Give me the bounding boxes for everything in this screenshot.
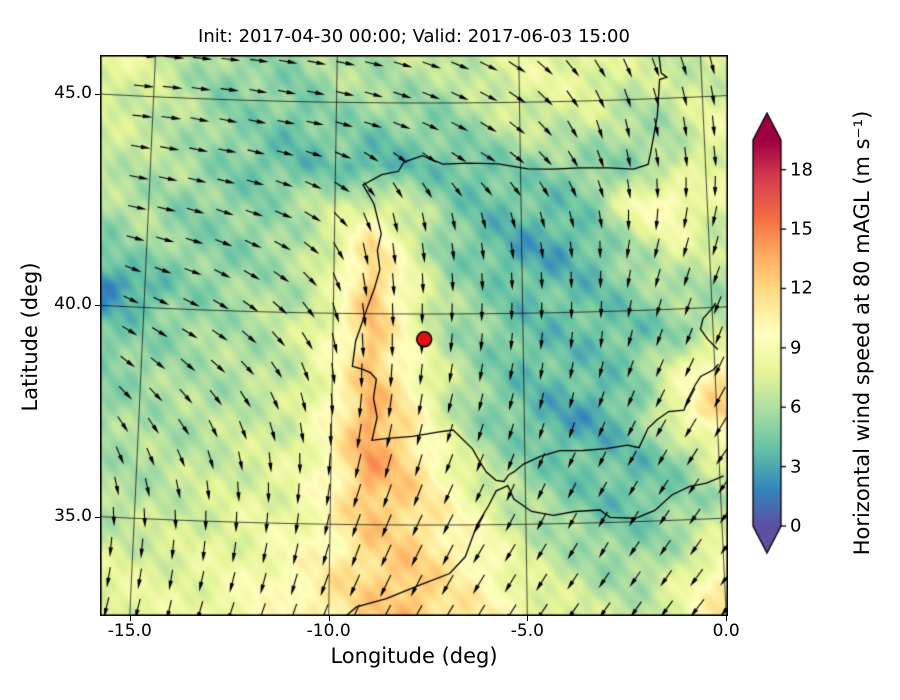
colorbar-tick-label: 0 xyxy=(790,515,802,537)
colorbar-tick-label: 12 xyxy=(790,277,813,299)
y-tick-label: 45.0 xyxy=(54,83,92,103)
colorbar-tick-label: 18 xyxy=(790,159,813,181)
map-plot-canvas xyxy=(100,55,728,616)
x-tick-label: 0.0 xyxy=(712,621,740,641)
x-tick-mark xyxy=(527,616,529,621)
colorbar-label: Horizontal wind speed at 80 mAGL (m s⁻¹) xyxy=(850,110,874,556)
x-tick-label: -10.0 xyxy=(306,621,351,641)
colorbar xyxy=(750,112,790,558)
x-tick-mark xyxy=(328,616,330,621)
colorbar-tick-label: 6 xyxy=(790,396,802,418)
y-tick-label: 40.0 xyxy=(54,294,92,315)
y-tick-label: 35.0 xyxy=(54,505,92,526)
x-tick-label: -15.0 xyxy=(107,621,152,641)
x-axis-label: Longitude (deg) xyxy=(330,644,498,668)
y-tick-mark xyxy=(95,305,100,307)
y-axis-label: Latitude (deg) xyxy=(18,262,42,412)
colorbar-tick-label: 3 xyxy=(790,456,802,478)
x-tick-mark xyxy=(726,616,728,621)
colorbar-tick-label: 9 xyxy=(790,337,802,359)
x-tick-mark xyxy=(129,616,131,621)
plot-title: Init: 2017-04-30 00:00; Valid: 2017-06-0… xyxy=(198,26,630,47)
y-tick-mark xyxy=(95,516,100,518)
x-tick-label: -5.0 xyxy=(510,621,544,641)
y-tick-mark xyxy=(95,94,100,95)
colorbar-tick-label: 15 xyxy=(790,218,813,240)
